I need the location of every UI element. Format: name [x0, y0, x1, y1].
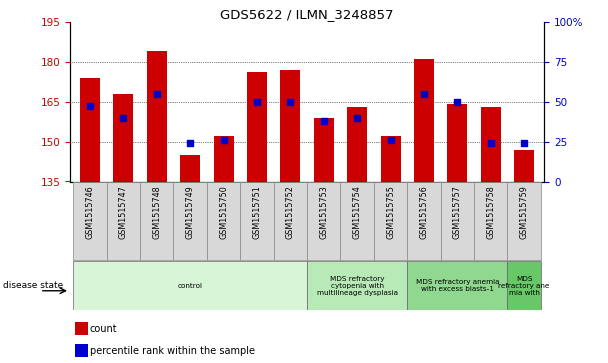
- Bar: [474, 182, 508, 260]
- Bar: [75, 344, 88, 357]
- Bar: [414, 59, 434, 182]
- Bar: [73, 182, 106, 260]
- Bar: [274, 182, 307, 260]
- Bar: [340, 182, 374, 260]
- Point: [452, 99, 462, 105]
- Text: MDS refractory anemia
with excess blasts-1: MDS refractory anemia with excess blasts…: [416, 280, 499, 292]
- Text: MDS
refractory ane
mia with: MDS refractory ane mia with: [499, 276, 550, 296]
- Bar: [314, 118, 334, 182]
- Bar: [307, 182, 340, 260]
- Text: GSM1515751: GSM1515751: [252, 185, 261, 239]
- Text: GSM1515752: GSM1515752: [286, 185, 295, 239]
- Point: [486, 140, 496, 146]
- Text: GSM1515746: GSM1515746: [86, 185, 94, 239]
- Point: [419, 91, 429, 97]
- Bar: [207, 182, 240, 260]
- Text: control: control: [178, 283, 202, 289]
- Bar: [374, 182, 407, 260]
- Point: [119, 115, 128, 121]
- Point: [219, 137, 229, 143]
- Bar: [280, 70, 300, 182]
- Bar: [147, 51, 167, 182]
- Text: MDS refractory
cytopenia with
multilineage dysplasia: MDS refractory cytopenia with multilinea…: [317, 276, 398, 296]
- Text: GSM1515757: GSM1515757: [453, 185, 462, 239]
- Bar: [407, 182, 441, 260]
- Bar: [347, 107, 367, 182]
- Point: [319, 118, 328, 124]
- Text: GSM1515755: GSM1515755: [386, 185, 395, 239]
- Point: [385, 137, 395, 143]
- Text: GSM1515748: GSM1515748: [152, 185, 161, 239]
- Text: GSM1515750: GSM1515750: [219, 185, 228, 239]
- Text: GSM1515754: GSM1515754: [353, 185, 362, 239]
- Bar: [247, 72, 267, 182]
- Bar: [447, 104, 468, 182]
- Bar: [180, 155, 200, 182]
- Text: GSM1515749: GSM1515749: [185, 185, 195, 239]
- Bar: [113, 94, 133, 182]
- Text: disease state: disease state: [3, 281, 63, 290]
- Title: GDS5622 / ILMN_3248857: GDS5622 / ILMN_3248857: [220, 8, 394, 21]
- Point: [85, 103, 95, 109]
- Bar: [106, 182, 140, 260]
- Text: count: count: [89, 324, 117, 334]
- Text: GSM1515758: GSM1515758: [486, 185, 496, 239]
- Bar: [441, 182, 474, 260]
- Point: [352, 115, 362, 121]
- Bar: [514, 150, 534, 182]
- Text: GSM1515756: GSM1515756: [420, 185, 429, 239]
- Point: [252, 99, 262, 105]
- Text: GSM1515759: GSM1515759: [520, 185, 528, 239]
- Bar: [213, 136, 233, 182]
- Bar: [140, 182, 173, 260]
- Bar: [508, 182, 541, 260]
- Bar: [80, 78, 100, 182]
- Point: [519, 140, 529, 146]
- Bar: [381, 136, 401, 182]
- Bar: [240, 182, 274, 260]
- Point: [152, 91, 162, 97]
- Bar: [173, 182, 207, 260]
- Text: percentile rank within the sample: percentile rank within the sample: [89, 346, 255, 356]
- Bar: [307, 261, 407, 310]
- Bar: [481, 107, 501, 182]
- Text: GSM1515747: GSM1515747: [119, 185, 128, 239]
- Point: [286, 99, 295, 105]
- Text: GSM1515753: GSM1515753: [319, 185, 328, 239]
- Point: [185, 140, 195, 146]
- Bar: [508, 261, 541, 310]
- Bar: [75, 322, 88, 335]
- Bar: [73, 261, 307, 310]
- Bar: [407, 261, 508, 310]
